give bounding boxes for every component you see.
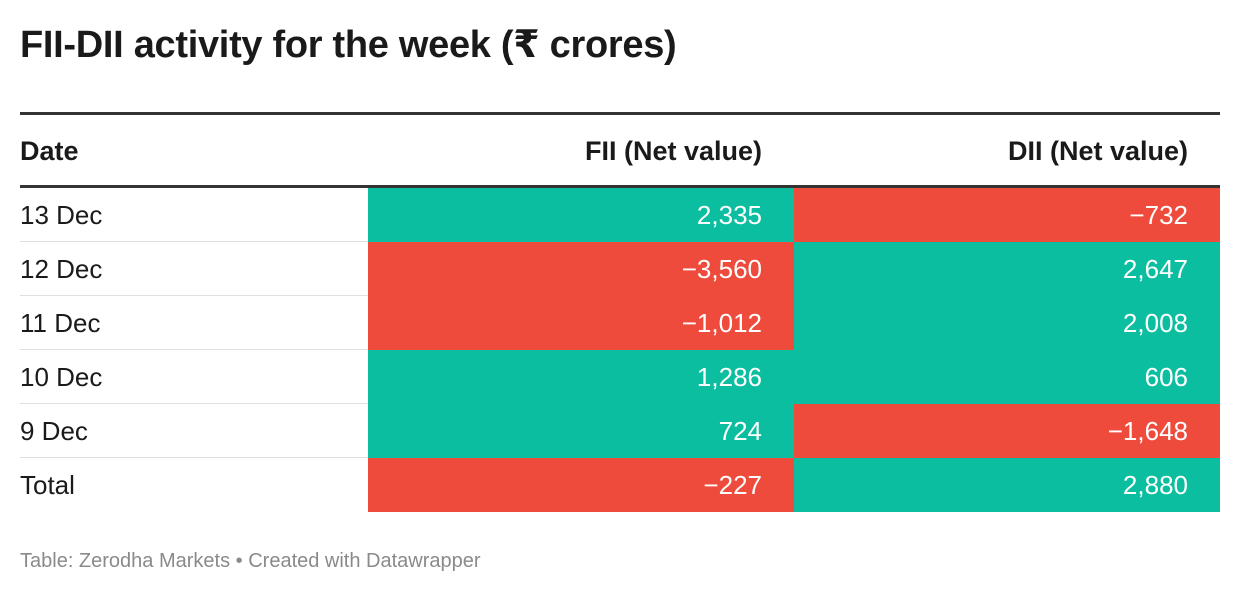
date-cell: 11 Dec [20, 308, 101, 338]
table-body: 13 Dec 2,335 −732 12 Dec −3,560 2,647 11 Dec −1… [20, 188, 1220, 512]
table-row: 9 Dec 724 −1,648 [20, 404, 1220, 458]
dii-value-cell: 2,647 [794, 242, 1220, 296]
date-cell: 13 Dec [20, 200, 103, 230]
table-header-row: Date FII (Net value) DII (Net value) [20, 115, 1220, 188]
date-cell: 9 Dec [20, 416, 88, 446]
row-divider [20, 403, 368, 404]
row-divider [20, 349, 368, 350]
row-divider [20, 457, 368, 458]
fii-value-cell: −227 [368, 458, 794, 512]
row-divider [20, 295, 368, 296]
row-divider [20, 241, 368, 242]
data-table: Date FII (Net value) DII (Net value) 13 … [20, 112, 1220, 512]
dii-value-cell: −732 [794, 188, 1220, 242]
dii-value-cell: 2,880 [794, 458, 1220, 512]
dii-value-cell: 2,008 [794, 296, 1220, 350]
fii-value-cell: −3,560 [368, 242, 794, 296]
table-top-rule [20, 112, 1220, 115]
table-row: 13 Dec 2,335 −732 [20, 188, 1220, 242]
table-row: 11 Dec −1,012 2,008 [20, 296, 1220, 350]
dii-value-cell: 606 [794, 350, 1220, 404]
fii-value-cell: −1,012 [368, 296, 794, 350]
source-footer: Table: Zerodha Markets • Created with Da… [20, 550, 481, 572]
table-row: 10 Dec 1,286 606 [20, 350, 1220, 404]
column-header-fii: FII (Net value) [584, 136, 762, 166]
date-cell: 12 Dec [20, 254, 103, 284]
date-cell: Total [20, 470, 75, 500]
date-cell: 10 Dec [20, 362, 103, 392]
chart-title: FII-DII activity for the week (₹ crores) [20, 24, 677, 66]
table-row: 12 Dec −3,560 2,647 [20, 242, 1220, 296]
dii-value-cell: −1,648 [794, 404, 1220, 458]
column-header-dii: DII (Net value) [1007, 136, 1188, 166]
fii-value-cell: 2,335 [368, 188, 794, 242]
fii-value-cell: 724 [368, 404, 794, 458]
table-row: Total −227 2,880 [20, 458, 1220, 512]
fii-value-cell: 1,286 [368, 350, 794, 404]
column-header-date: Date [20, 136, 79, 166]
